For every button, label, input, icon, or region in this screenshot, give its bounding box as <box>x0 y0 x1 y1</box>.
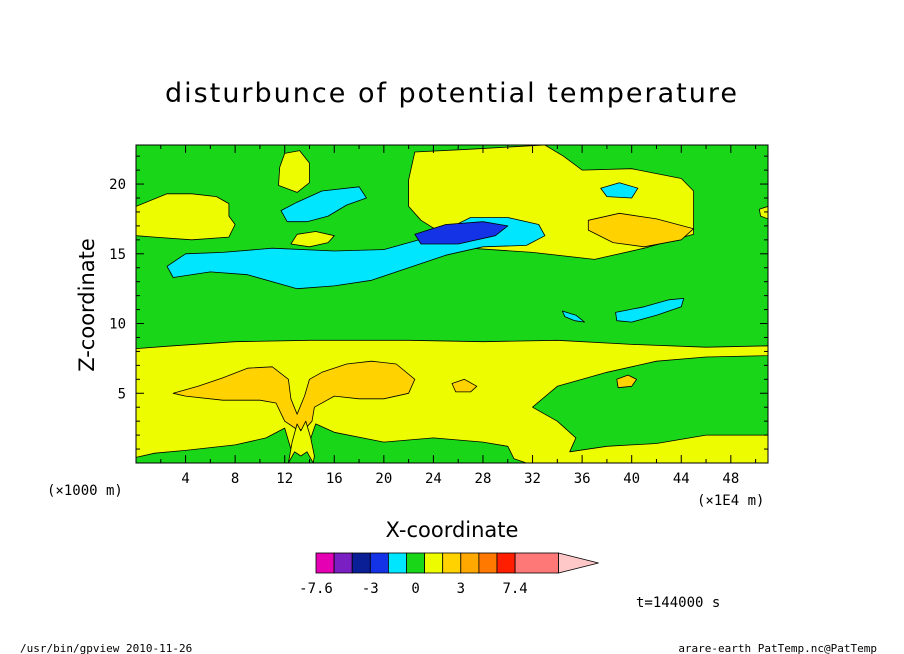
y-tick-label: 15 <box>109 247 126 263</box>
contour-region-3 <box>136 193 236 241</box>
time-label: t=144000 s <box>636 595 720 611</box>
x-tick-label: 24 <box>425 471 442 487</box>
colorbar-label: -3 <box>362 581 379 597</box>
chart-title: disturbunce of potential temperature <box>165 78 739 109</box>
colorbar-segment <box>333 552 353 574</box>
contour-region-13 <box>615 298 685 323</box>
footer-left: /usr/bin/gpview 2010-11-26 <box>20 642 192 654</box>
contour-region-1 <box>172 360 416 430</box>
contour-regions <box>136 145 768 463</box>
colorbar: -7.6 -3 0 3 7.4 <box>299 552 599 597</box>
colorbar-segment <box>496 552 516 574</box>
y-tick-label: 20 <box>109 177 126 193</box>
y-axis-title: Z-coordinate <box>75 238 99 372</box>
colorbar-segment <box>369 552 389 574</box>
x-tick-label: 48 <box>722 471 739 487</box>
colorbar-extend-arrow <box>558 552 599 574</box>
colorbar-segment <box>351 552 371 574</box>
plot-frame <box>135 144 769 464</box>
contour-region-12 <box>600 182 639 199</box>
y-tick-label: 5 <box>118 386 126 402</box>
contour-region-5 <box>758 206 768 220</box>
y-tick-label: 10 <box>109 317 126 333</box>
colorbar-segment <box>514 552 559 574</box>
contour-region-9 <box>616 374 637 389</box>
contour-region-11 <box>280 186 367 223</box>
y-axis: 5 10 15 20 <box>109 155 768 450</box>
x-tick-label: 4 <box>181 471 189 487</box>
x-tick-label: 40 <box>623 471 640 487</box>
contour-region-4 <box>278 150 310 193</box>
contour-region-14 <box>561 310 585 323</box>
colorbar-segment <box>478 552 498 574</box>
colorbar-segment <box>460 552 480 574</box>
colorbar-label: 7.4 <box>502 581 527 597</box>
colorbar-segment <box>387 552 407 574</box>
contour-region-8 <box>451 378 478 393</box>
contour-region-15 <box>414 221 509 245</box>
colorbar-segment <box>406 552 426 574</box>
x-tick-label: 16 <box>326 471 343 487</box>
colorbar-label: -7.6 <box>299 581 333 597</box>
x-tick-label: 44 <box>673 471 690 487</box>
x-tick-label: 32 <box>524 471 541 487</box>
colorbar-label: 0 <box>411 581 419 597</box>
colorbar-label: 3 <box>457 581 465 597</box>
x-tick-label: 12 <box>276 471 293 487</box>
y-unit-label: (×1000 m) <box>47 483 123 499</box>
x-tick-label: 36 <box>574 471 591 487</box>
x-axis-title: X-coordinate <box>386 518 519 542</box>
x-tick-label: 8 <box>231 471 239 487</box>
x-unit-label: (×1E4 m) <box>697 493 764 509</box>
contour-region-7 <box>587 212 694 248</box>
colorbar-segment <box>424 552 444 574</box>
footer-right: arare-earth_PatTemp.nc@PatTemp <box>678 642 877 654</box>
colorbar-segment <box>442 552 462 574</box>
x-tick-label: 28 <box>475 471 492 487</box>
plot-area <box>136 145 768 463</box>
x-axis: 4 8 12 16 20 24 28 32 36 40 44 48 <box>160 145 757 487</box>
contour-region-6 <box>290 231 335 248</box>
x-tick-label: 20 <box>375 471 392 487</box>
colorbar-segment <box>315 552 335 574</box>
contour-region-16 <box>288 420 315 463</box>
